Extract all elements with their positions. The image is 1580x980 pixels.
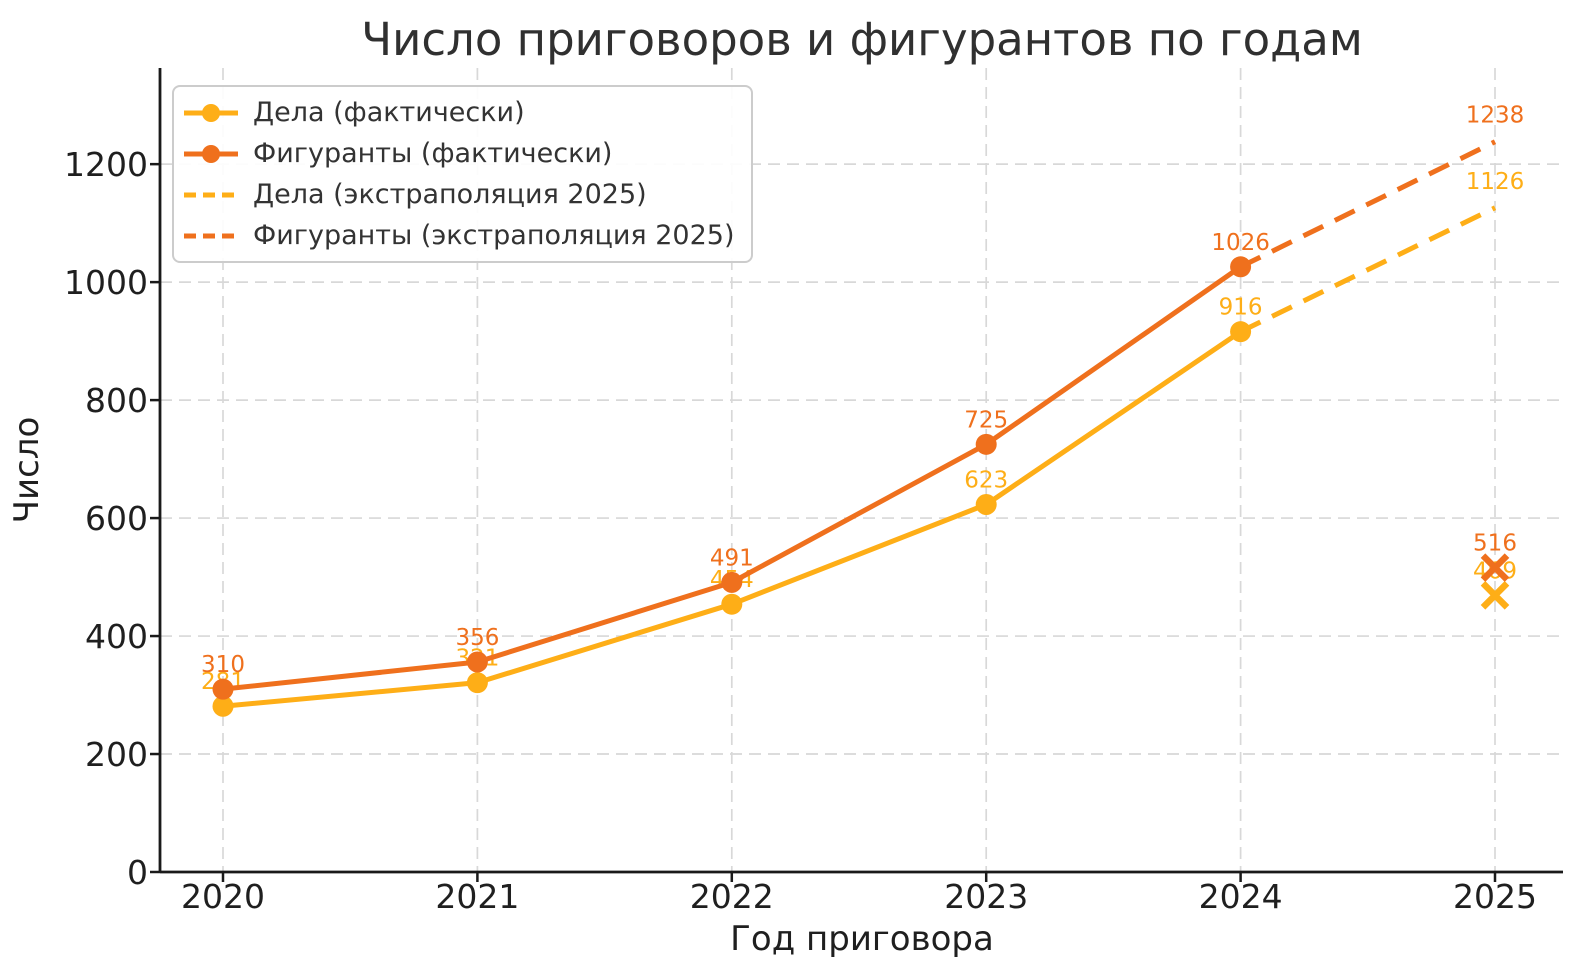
data-point-marker [721,593,743,615]
y-tick-label: 1200 [64,145,148,184]
x-tick-label: 2021 [435,877,519,916]
x-axis-label: Год приговора [730,919,994,959]
data-point-marker [975,433,997,455]
x-tick-label: 2025 [1453,877,1537,916]
value-label: 725 [964,407,1008,433]
x-tick-label: 2022 [690,877,774,916]
y-axis-label: Число [7,417,47,524]
value-label: 491 [710,545,754,571]
legend-label: Фигуранты (фактически) [253,138,613,169]
legend-line-sample [184,103,238,122]
y-tick-label: 1000 [64,263,148,302]
extrapolation-value-label: 1126 [1466,169,1525,195]
series-line-3 [1239,139,1497,270]
data-point-marker [466,651,488,673]
series-line-2 [1239,205,1497,334]
legend-sample-marker [202,103,220,122]
legend-label: Дела (экстраполяция 2025) [253,179,647,210]
scatter-value-label: 516 [1473,531,1517,557]
y-tick-label: 200 [85,735,148,774]
value-label: 916 [1219,295,1263,321]
y-tick-label: 600 [85,499,148,538]
data-point-marker [721,571,743,593]
legend-item: Фигуранты (экстраполяция 2025) [182,215,735,256]
data-point-marker [975,494,997,516]
legend-label: Фигуранты (экстраполяция 2025) [253,220,735,251]
value-label: 310 [201,652,245,678]
legend-dashed-line-sample [184,233,238,238]
value-label: 1026 [1211,230,1270,256]
x-tick-label: 2023 [944,877,1028,916]
x-tick-label: 2020 [181,877,265,916]
legend-dashed-line-sample [184,192,238,197]
y-tick-label: 800 [85,381,148,420]
data-point-marker [466,672,488,694]
x-marker [1480,553,1510,582]
y-tick-label: 400 [85,617,148,656]
chart-title: Число приговоров и фигурантов по годам [361,13,1363,66]
legend-label: Дела (фактически) [253,97,525,128]
legend-item: Дела (экстраполяция 2025) [182,174,735,215]
legend-item: Дела (фактически) [182,92,735,133]
extrapolation-value-label: 1238 [1466,103,1525,129]
legend: Дела (фактически) Фигуранты (фактически) Д… [172,85,753,263]
x-marker [1480,581,1510,610]
data-point-marker [212,678,234,700]
series-line-0 [222,329,1243,709]
x-tick-label: 2024 [1199,877,1283,916]
data-point-marker [212,695,234,717]
value-label: 356 [455,625,499,651]
value-label: 623 [964,468,1008,494]
y-tick-label: 0 [127,853,148,892]
legend-line-sample [184,144,238,163]
legend-item: Фигуранты (фактически) [182,133,735,174]
legend-sample-marker [202,144,220,163]
